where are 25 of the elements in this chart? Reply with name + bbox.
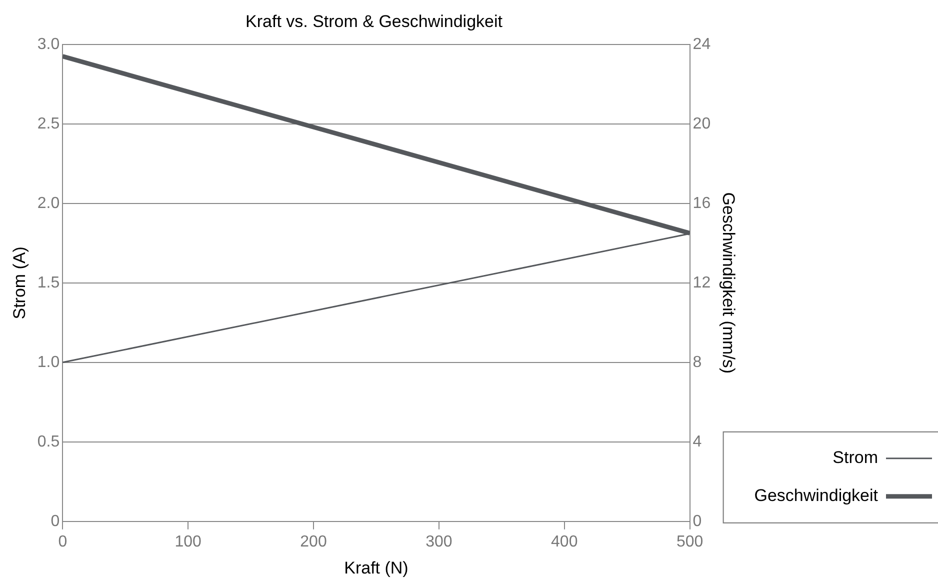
y2-tick-label: 16 bbox=[692, 194, 711, 212]
y2-tick-label: 24 bbox=[692, 36, 711, 53]
y-tick-label: 0 bbox=[50, 512, 60, 530]
y2-tick-label: 8 bbox=[692, 354, 702, 371]
legend-label: Strom bbox=[832, 448, 878, 468]
chart-title: Kraft vs. Strom & Geschwindigkeit bbox=[246, 12, 503, 31]
y-axis-title: Strom (A) bbox=[10, 246, 29, 320]
x-tick-label: 500 bbox=[676, 533, 704, 550]
x-tick-label: 100 bbox=[174, 533, 202, 550]
y-tick-label: 2.5 bbox=[37, 115, 60, 132]
y2-tick-label: 20 bbox=[692, 115, 711, 132]
x-tick-label: 400 bbox=[551, 533, 578, 550]
y-tick-label: 2.0 bbox=[37, 194, 60, 212]
y-tick-label: 1.0 bbox=[37, 354, 60, 371]
x-tick-label: 200 bbox=[300, 533, 327, 550]
y2-axis-title: Geschwindigkeit (mm/s) bbox=[719, 192, 738, 374]
y2-tick-label: 0 bbox=[692, 512, 702, 530]
legend-label: Geschwindigkeit bbox=[754, 486, 878, 506]
y-tick-label: 0.5 bbox=[37, 433, 60, 450]
y-tick-label: 1.5 bbox=[37, 274, 60, 292]
y-tick-label: 3.0 bbox=[37, 36, 60, 53]
x-tick-label: 300 bbox=[426, 533, 452, 550]
y2-tick-label: 12 bbox=[692, 274, 711, 292]
y2-tick-label: 4 bbox=[692, 433, 702, 450]
x-axis-title: Kraft (N) bbox=[344, 558, 408, 578]
